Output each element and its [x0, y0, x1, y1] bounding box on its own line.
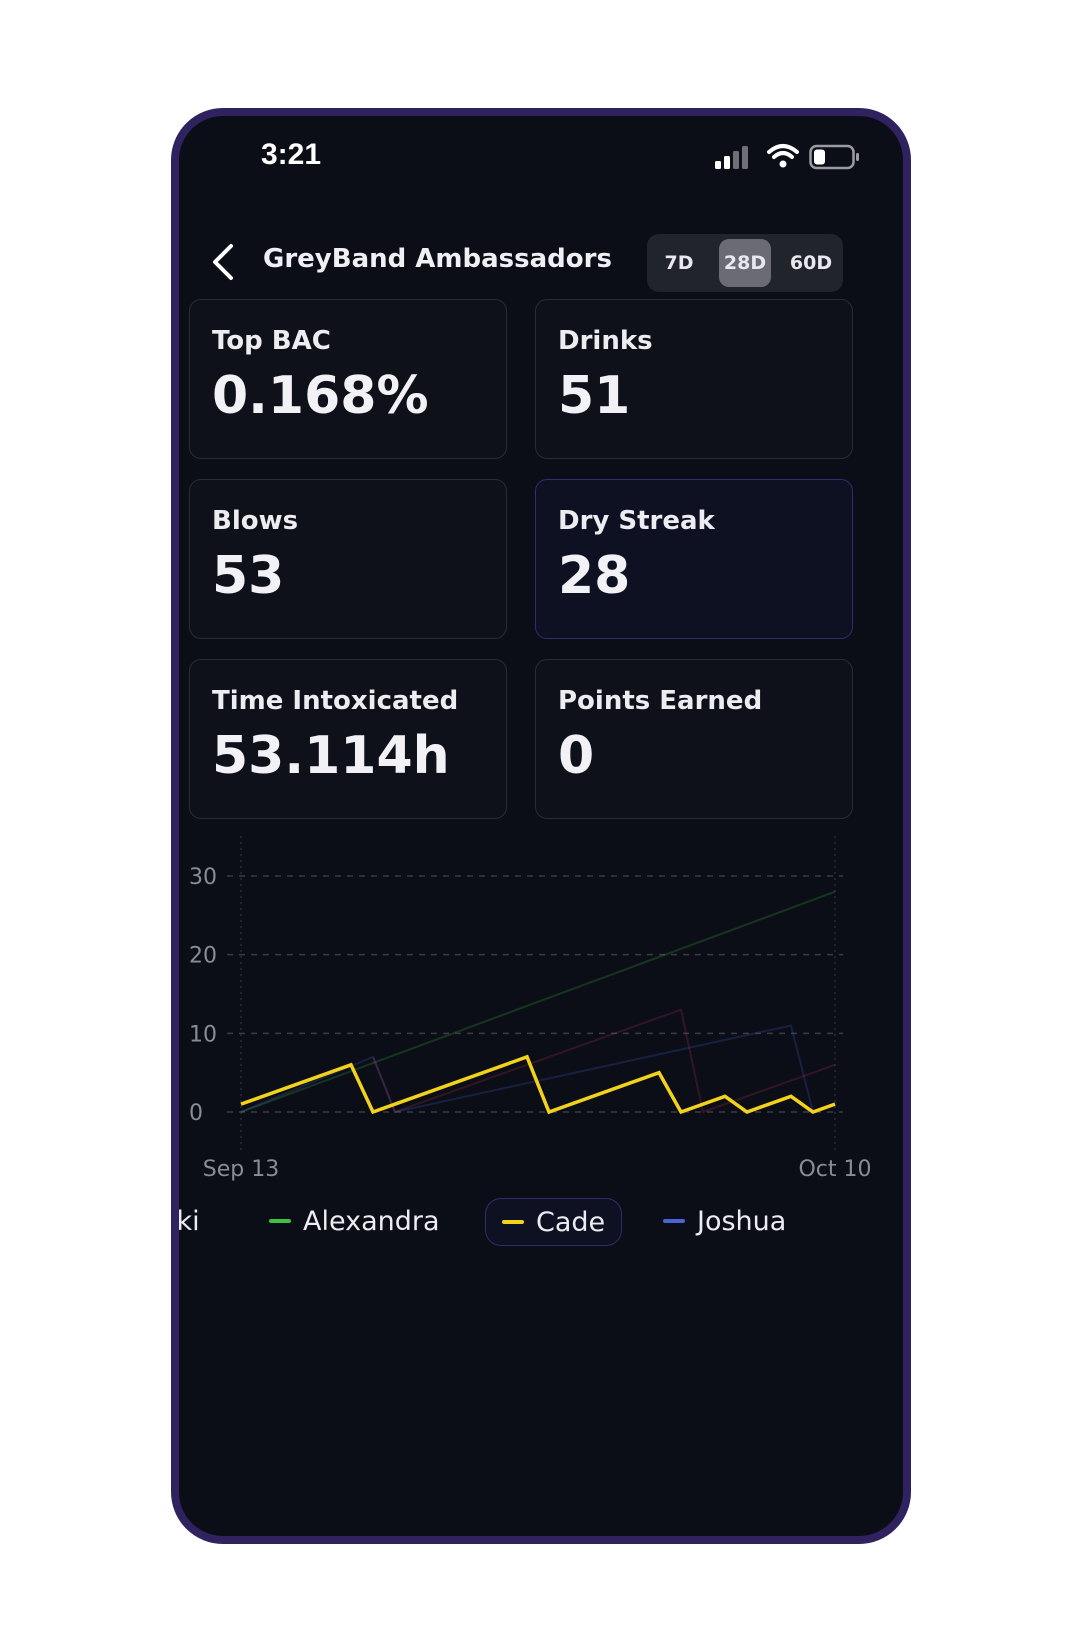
y-tick-label: 20 [189, 944, 217, 969]
legend-item--ki[interactable]: ıki [179, 1198, 200, 1246]
dry-streak-value: 28 [558, 546, 631, 606]
legend-label: Joshua [697, 1206, 787, 1237]
phone-frame: 3:21 GreyBand Ambassadors 7D 28D 60D [171, 108, 911, 1544]
legend-swatch [269, 1218, 291, 1223]
legend-item-joshua[interactable]: Joshua [663, 1198, 786, 1246]
legend-label: Alexandra [303, 1206, 440, 1237]
points-earned-label: Points Earned [558, 686, 763, 716]
range-28d-button[interactable]: 28D [719, 239, 771, 287]
time-intoxicated-card: Time Intoxicated 53.114h [189, 659, 507, 819]
dry-streak-card[interactable]: Dry Streak 28 [535, 479, 853, 639]
back-chevron-icon[interactable] [205, 240, 241, 284]
legend-swatch [502, 1219, 524, 1224]
series-line-joshua [240, 1024, 814, 1114]
series-line-alexandra [240, 890, 836, 1113]
x-tick-label: Oct 10 [798, 1157, 871, 1182]
y-tick-label: 10 [189, 1022, 217, 1047]
time-intoxicated-label: Time Intoxicated [212, 686, 459, 716]
top-bac-card: Top BAC 0.168% [189, 299, 507, 459]
legend-label: ıki [179, 1206, 200, 1237]
drinks-card: Drinks 51 [535, 299, 853, 459]
range-60d-button[interactable]: 60D [789, 252, 833, 274]
y-tick-label: 0 [189, 1101, 203, 1126]
page-title: GreyBand Ambassadors [263, 244, 612, 274]
legend-item-cade[interactable]: Cade [485, 1198, 623, 1246]
blows-value: 53 [212, 546, 285, 606]
top-bac-value: 0.168% [212, 366, 429, 426]
top-bac-label: Top BAC [212, 326, 331, 356]
wifi-icon [767, 144, 799, 168]
status-bar: 3:21 [179, 116, 903, 206]
time-intoxicated-value: 53.114h [212, 726, 450, 786]
drinks-value: 51 [558, 366, 631, 426]
dry-streak-label: Dry Streak [558, 506, 715, 536]
cellular-signal-icon [715, 146, 748, 169]
legend-item-alexandra[interactable]: Alexandra [269, 1198, 440, 1246]
legend-swatch [663, 1218, 685, 1223]
range-7d-button[interactable]: 7D [664, 252, 694, 274]
battery-icon [809, 144, 859, 170]
header: GreyBand Ambassadors 7D 28D 60D [179, 226, 903, 298]
y-tick-label: 30 [189, 865, 217, 890]
blows-label: Blows [212, 506, 299, 536]
legend-label: Cade [536, 1207, 606, 1238]
points-earned-card: Points Earned 0 [535, 659, 853, 819]
blows-card: Blows 53 [189, 479, 507, 639]
points-earned-value: 0 [558, 726, 595, 786]
status-time: 3:21 [261, 138, 322, 171]
series-line-cade [240, 1054, 836, 1115]
time-range-toggle: 7D 28D 60D [647, 234, 843, 292]
x-tick-label: Sep 13 [203, 1157, 279, 1182]
chart-legend: ıki Alexandra Cade Joshua [179, 1196, 903, 1252]
drinks-label: Drinks [558, 326, 653, 356]
series-line-unnamed [372, 1008, 836, 1114]
dry-streak-line-chart[interactable]: 0 10 20 30 Sep 13 Oct 10 [179, 836, 903, 1206]
